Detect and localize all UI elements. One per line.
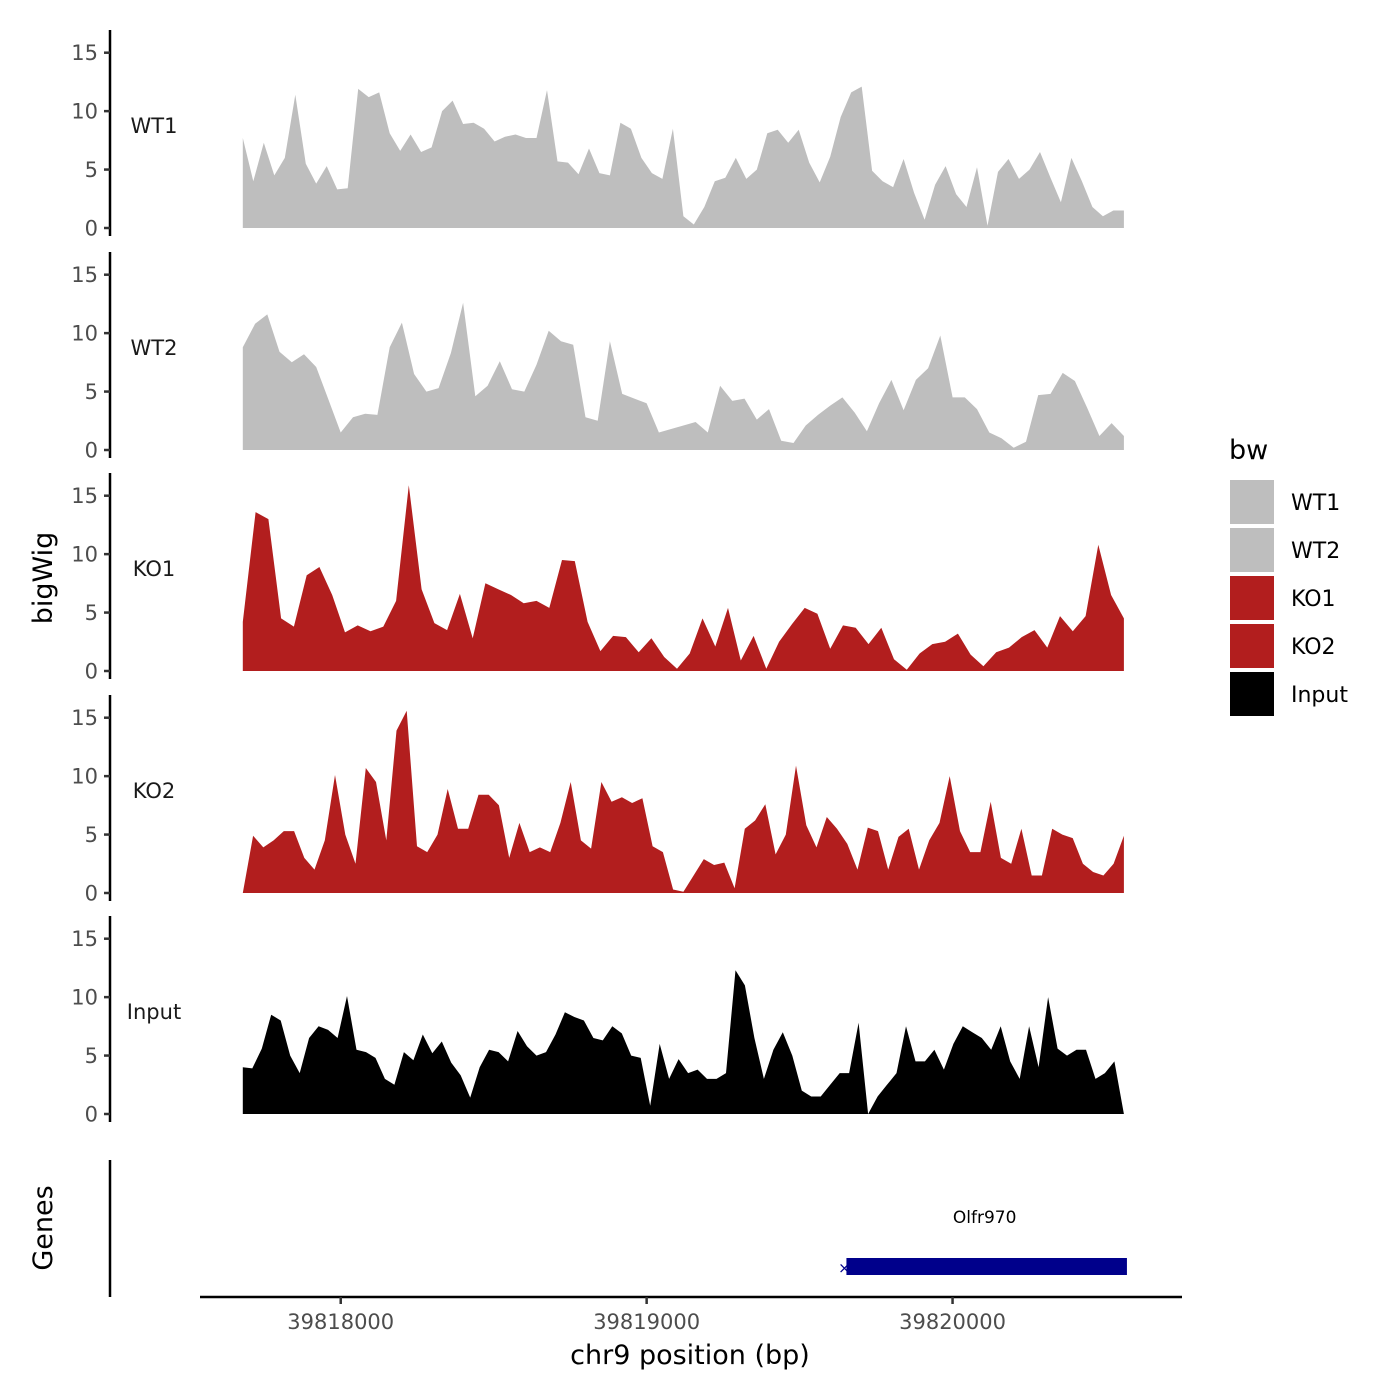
y-tick-label: 10 [71, 765, 98, 789]
y-tick-label: 5 [85, 823, 98, 847]
gene-label: Olfr970 [953, 1208, 1017, 1228]
y-tick-label: 5 [85, 380, 98, 404]
y-tick-label: 10 [71, 322, 98, 346]
y-tick-label: 10 [71, 986, 98, 1010]
legend-item-wt1: WT1 [1230, 480, 1340, 524]
y-tick-label: 5 [85, 1044, 98, 1068]
gene-strand-marker: × [838, 1259, 851, 1277]
track-ko1: 0 5 10 15 KO1 [71, 473, 1124, 684]
legend-item-ko2: KO2 [1230, 624, 1336, 668]
legend-item-ko1: KO1 [1230, 576, 1336, 620]
x-tick-label: 39818000 [287, 1310, 394, 1334]
x-axis: 39818000 39819000 39820000 [200, 1295, 1182, 1334]
genes-axis-title: Genes [28, 1185, 59, 1270]
y-tick-label: 5 [85, 158, 98, 182]
y-tick-label: 15 [71, 41, 98, 65]
track-ko2: 0 5 10 15 KO2 [71, 695, 1124, 906]
legend-swatch [1230, 672, 1274, 716]
y-tick-label: 5 [85, 601, 98, 625]
genes-panel: × Olfr970 [108, 1160, 1127, 1297]
legend-label: Input [1291, 683, 1348, 708]
x-tick-label: 39819000 [593, 1310, 700, 1334]
track-label: WT1 [131, 114, 178, 138]
legend-title: bw [1229, 435, 1268, 466]
track-wt2: 0 5 10 15 WT2 [71, 252, 1124, 463]
legend-label: WT2 [1291, 539, 1340, 564]
x-tick-label: 39820000 [899, 1310, 1006, 1334]
coverage-area-ko1 [242, 485, 1124, 671]
gene-body [846, 1258, 1127, 1275]
y-tick-label: 15 [71, 263, 98, 287]
track-label: KO2 [133, 779, 176, 803]
y-tick-label: 15 [71, 927, 98, 951]
legend-item-input: Input [1230, 672, 1348, 716]
coverage-area-wt2 [242, 302, 1124, 450]
y-tick-label: 0 [85, 439, 98, 463]
legend: bw WT1 WT2 KO1 KO2 Input [1229, 435, 1348, 716]
legend-label: WT1 [1291, 491, 1340, 516]
track-wt1: 0 5 10 15 WT1 [71, 30, 1124, 241]
coverage-tracks: 0 5 10 15 WT1 0 5 10 15 WT2 0 5 10 15 KO1 0 5 10 15 KO2 0 5 10… [71, 30, 1124, 1127]
track-input: 0 5 10 15 Input [71, 916, 1124, 1127]
track-label: WT2 [131, 336, 178, 360]
y-tick-label: 10 [71, 543, 98, 567]
legend-swatch [1230, 576, 1274, 620]
y-tick-label: 0 [85, 660, 98, 684]
y-tick-label: 10 [71, 100, 98, 124]
track-label: KO1 [133, 557, 176, 581]
legend-label: KO2 [1291, 635, 1336, 660]
y-tick-label: 15 [71, 706, 98, 730]
legend-swatch [1230, 624, 1274, 668]
y-axis-title: bigWig [28, 532, 59, 625]
y-tick-label: 0 [85, 217, 98, 241]
track-label: Input [127, 1000, 181, 1024]
y-tick-label: 0 [85, 882, 98, 906]
y-tick-label: 0 [85, 1103, 98, 1127]
legend-swatch [1230, 480, 1274, 524]
gene-olfr970: × Olfr970 [838, 1208, 1127, 1277]
legend-swatch [1230, 528, 1274, 572]
coverage-area-input [242, 970, 1124, 1114]
legend-item-wt2: WT2 [1230, 528, 1340, 572]
x-axis-title: chr9 position (bp) [570, 1340, 810, 1371]
y-tick-label: 15 [71, 484, 98, 508]
legend-label: KO1 [1291, 587, 1336, 612]
coverage-area-ko2 [242, 710, 1124, 893]
coverage-area-wt1 [242, 86, 1124, 228]
